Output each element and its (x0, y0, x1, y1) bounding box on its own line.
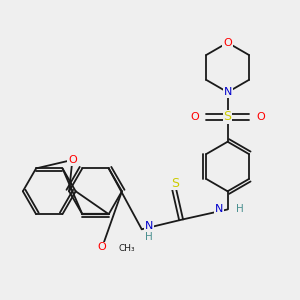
Text: O: O (98, 242, 106, 252)
Text: O: O (223, 38, 232, 48)
Text: N: N (145, 221, 153, 231)
Text: CH₃: CH₃ (118, 244, 135, 253)
Text: S: S (171, 176, 179, 190)
Text: O: O (68, 155, 77, 165)
Text: S: S (224, 110, 232, 124)
Text: O: O (256, 112, 265, 122)
Text: N: N (215, 204, 224, 214)
Text: H: H (145, 232, 153, 242)
Text: N: N (224, 87, 232, 97)
Text: O: O (190, 112, 199, 122)
Text: H: H (236, 204, 244, 214)
